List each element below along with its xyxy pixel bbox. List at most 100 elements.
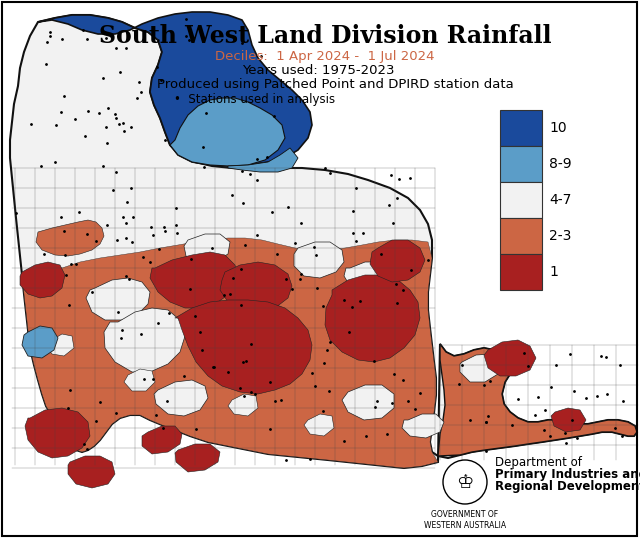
Point <box>281 455 291 464</box>
Point <box>465 415 475 424</box>
Point <box>120 218 131 227</box>
Point <box>138 253 148 261</box>
Text: 4-7: 4-7 <box>549 193 572 207</box>
Point <box>59 226 69 235</box>
Point <box>102 139 113 147</box>
Point <box>339 295 349 304</box>
Polygon shape <box>304 414 334 436</box>
Point <box>481 446 491 455</box>
Text: Primary Industries and: Primary Industries and <box>495 468 640 481</box>
Polygon shape <box>294 242 344 278</box>
Point <box>397 286 408 295</box>
Point <box>241 356 252 365</box>
Point <box>116 333 126 342</box>
Point <box>256 52 266 60</box>
Point <box>507 420 517 429</box>
Point <box>66 260 76 268</box>
Polygon shape <box>438 344 637 456</box>
Point <box>51 157 61 166</box>
Point <box>325 338 335 347</box>
Polygon shape <box>344 262 390 292</box>
Point <box>479 381 490 389</box>
Point <box>79 440 89 449</box>
Polygon shape <box>402 414 444 438</box>
Point <box>271 250 282 258</box>
Point <box>592 391 602 400</box>
Point <box>109 109 120 118</box>
Point <box>95 397 105 406</box>
Point <box>70 259 81 268</box>
Point <box>252 155 262 163</box>
Point <box>312 284 322 293</box>
Point <box>98 162 108 170</box>
Point <box>191 424 201 433</box>
Point <box>483 411 493 420</box>
Point <box>307 369 317 378</box>
Point <box>252 231 262 240</box>
Point <box>311 251 321 259</box>
Point <box>422 255 433 264</box>
Point <box>609 423 620 432</box>
Point <box>252 176 262 184</box>
Point <box>108 185 118 194</box>
Point <box>11 209 21 218</box>
Point <box>561 439 571 447</box>
Point <box>126 123 136 132</box>
Point <box>358 229 368 238</box>
Point <box>114 120 124 128</box>
Point <box>236 301 246 309</box>
Point <box>391 279 401 288</box>
Point <box>319 358 330 367</box>
Point <box>244 170 255 178</box>
Point <box>618 396 628 405</box>
Point <box>160 136 170 144</box>
Point <box>481 418 492 426</box>
Point <box>238 199 248 208</box>
Point <box>250 390 260 398</box>
Point <box>129 213 139 222</box>
Point <box>153 319 163 327</box>
Polygon shape <box>551 408 586 432</box>
Polygon shape <box>124 369 155 391</box>
Polygon shape <box>460 354 500 382</box>
Point <box>389 370 399 378</box>
Polygon shape <box>38 12 312 166</box>
Point <box>265 378 275 386</box>
Point <box>26 120 36 128</box>
Point <box>60 271 70 279</box>
Point <box>60 250 70 259</box>
Point <box>513 395 523 403</box>
Point <box>152 63 162 71</box>
Polygon shape <box>175 300 312 394</box>
Point <box>78 26 88 34</box>
Point <box>171 204 181 212</box>
Point <box>83 230 93 238</box>
Point <box>236 265 246 274</box>
Polygon shape <box>154 380 208 416</box>
Point <box>45 31 55 40</box>
Point <box>97 73 108 82</box>
Point <box>45 27 55 36</box>
Point <box>457 361 467 370</box>
Polygon shape <box>220 262 292 312</box>
Point <box>145 258 156 267</box>
Point <box>387 398 397 407</box>
Point <box>51 120 61 129</box>
Point <box>158 424 168 432</box>
Point <box>198 162 209 171</box>
Bar <box>500 110 542 146</box>
Point <box>103 104 113 113</box>
Point <box>369 357 379 365</box>
Polygon shape <box>370 240 425 282</box>
Point <box>347 302 357 311</box>
Point <box>404 174 415 182</box>
Point <box>602 390 612 398</box>
Point <box>406 266 417 274</box>
Point <box>132 94 142 103</box>
Text: GOVERNMENT OF
WESTERN AUSTRALIA: GOVERNMENT OF WESTERN AUSTRALIA <box>424 510 506 530</box>
Point <box>42 38 52 46</box>
Point <box>101 122 111 131</box>
Point <box>324 386 335 395</box>
Polygon shape <box>342 385 394 420</box>
Point <box>159 223 169 231</box>
